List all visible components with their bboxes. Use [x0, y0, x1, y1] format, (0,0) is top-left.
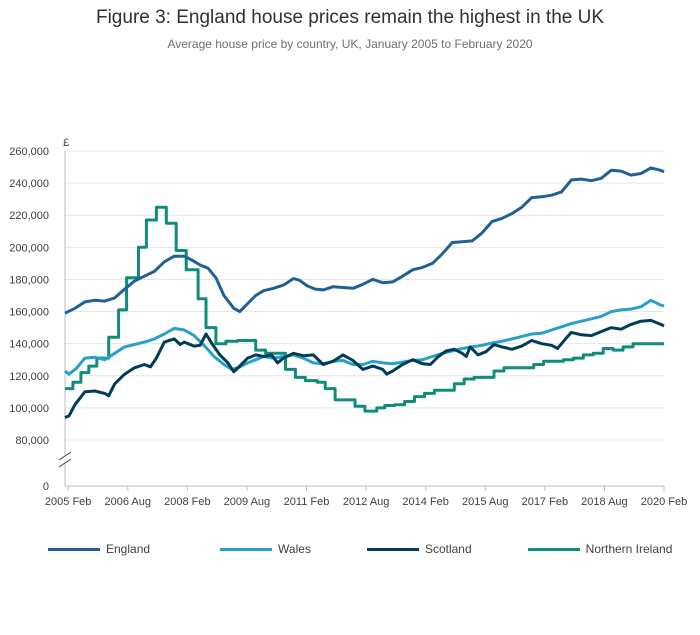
legend-label: Wales	[278, 542, 311, 556]
series-line-scotland	[64, 318, 665, 419]
x-tick-label: 2009 Aug	[224, 496, 271, 508]
gridlines	[58, 150, 664, 487]
y-axis-label: £	[63, 137, 69, 149]
legend-label: Scotland	[424, 542, 472, 556]
chart-title: Figure 3: England house prices remain th…	[95, 7, 605, 28]
legend-label: England	[106, 542, 151, 556]
x-tick-label: 2015 Aug	[462, 496, 509, 508]
x-tick-label: 2020 Feb	[641, 496, 687, 508]
x-tick-label: 2008 Feb	[164, 496, 210, 508]
series-line-england	[64, 166, 665, 315]
series-lines	[64, 166, 665, 419]
legend-swatch	[48, 547, 100, 551]
x-tick-label: 2006 Aug	[105, 496, 152, 508]
y-tick-label: 200,000	[9, 242, 49, 254]
x-tick-label: 2012 Aug	[343, 496, 390, 508]
y-tick-label: 180,000	[9, 274, 49, 286]
x-tick-label: 2017 Feb	[522, 496, 568, 508]
x-tick-label: 2005 Feb	[45, 496, 91, 508]
y-tick-label: 120,000	[9, 371, 49, 383]
y-tick-label: 100,000	[9, 403, 49, 415]
y-tick-label: 140,000	[9, 339, 49, 351]
x-tick-label: 2011 Feb	[284, 496, 330, 508]
x-tick-label: 2018 Aug	[581, 496, 628, 508]
legend-item-wales[interactable]: Wales	[220, 542, 311, 556]
y-tick-label: 0	[43, 481, 49, 493]
y-tick-label: 220,000	[9, 210, 49, 222]
y-tick-label: 240,000	[9, 178, 49, 190]
x-axis: 2005 Feb 2006 Aug 2008 Feb 2009 Aug 2011 Feb…	[45, 486, 687, 508]
y-tick-label: 160,000	[9, 307, 49, 319]
axis-break-icon	[58, 451, 72, 468]
y-tick-label: 260,000	[9, 146, 49, 158]
legend-swatch	[220, 547, 273, 551]
legend-item-northern-ireland[interactable]: Northern Ireland	[527, 542, 673, 556]
legend-swatch	[366, 547, 419, 551]
series-line-northern-ireland	[65, 205, 664, 413]
legend-label: Northern Ireland	[585, 542, 673, 556]
legend-swatch	[527, 547, 580, 551]
x-tick-label: 2014 Feb	[402, 496, 448, 508]
y-tick-label: 80,000	[15, 435, 49, 447]
chart-subtitle: Average house price by country, UK, Janu…	[167, 37, 533, 51]
legend-item-england[interactable]: England	[48, 542, 150, 556]
line-chart: 0 80,000 100,000 120,000 140,000 160,000 180,0…	[9, 137, 687, 508]
legend: England Wales Scotland Northern Ireland	[48, 542, 672, 556]
y-axis: 0 80,000 100,000 120,000 140,000 160,000 180,0…	[9, 146, 49, 493]
legend-item-scotland[interactable]: Scotland	[366, 542, 472, 556]
